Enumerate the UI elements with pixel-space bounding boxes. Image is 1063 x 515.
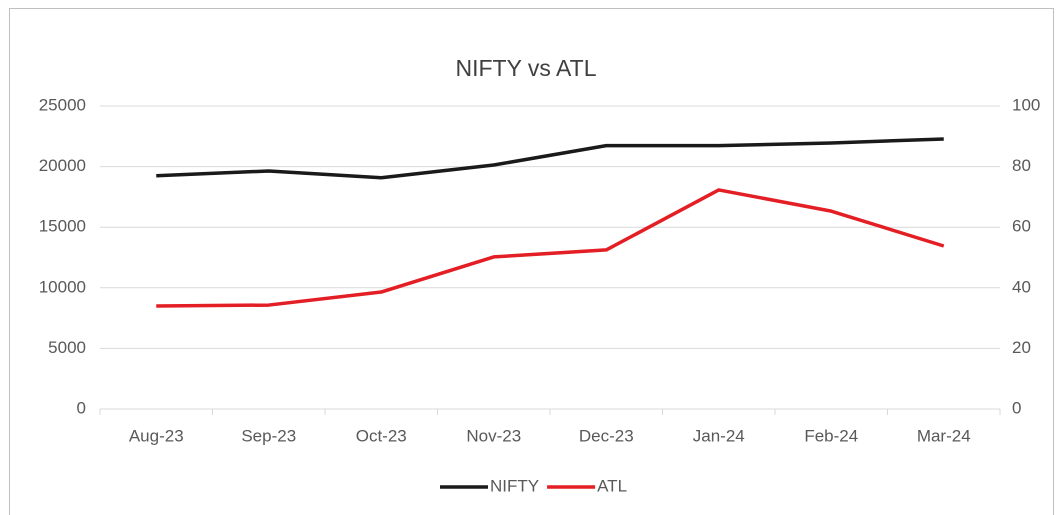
x-tick-label: Sep-23 bbox=[241, 426, 296, 445]
y-tick-label: 15000 bbox=[39, 217, 86, 236]
chart-title: NIFTY vs ATL bbox=[455, 55, 596, 81]
x-tick-label: Oct-23 bbox=[356, 426, 407, 445]
x-tick-label: Dec-23 bbox=[579, 426, 634, 445]
y-tick-label: 20000 bbox=[39, 156, 86, 175]
y2-tick-label: 0 bbox=[1012, 398, 1021, 417]
y-tick-label: 25000 bbox=[39, 95, 86, 114]
series-line bbox=[156, 137, 944, 180]
chart-border bbox=[9, 8, 1054, 515]
x-tick-label: Nov-23 bbox=[466, 426, 521, 445]
series-line bbox=[156, 188, 945, 308]
y-tick-label: 10000 bbox=[39, 277, 86, 296]
y2-tick-label: 60 bbox=[1012, 217, 1031, 236]
y2-tick-label: 20 bbox=[1012, 338, 1031, 357]
legend-label: NIFTY bbox=[490, 476, 539, 495]
y2-tick-label: 40 bbox=[1012, 277, 1031, 296]
x-tick-label: Aug-23 bbox=[129, 426, 184, 445]
x-tick-label: Jan-24 bbox=[693, 426, 745, 445]
x-tick-label: Mar-24 bbox=[917, 426, 971, 445]
x-tick-label: Feb-24 bbox=[804, 426, 858, 445]
legend-label: ATL bbox=[597, 476, 627, 495]
y-tick-label: 5000 bbox=[48, 338, 86, 357]
y2-tick-label: 100 bbox=[1012, 95, 1040, 114]
y-tick-label: 0 bbox=[77, 398, 86, 417]
y2-tick-label: 80 bbox=[1012, 156, 1031, 175]
